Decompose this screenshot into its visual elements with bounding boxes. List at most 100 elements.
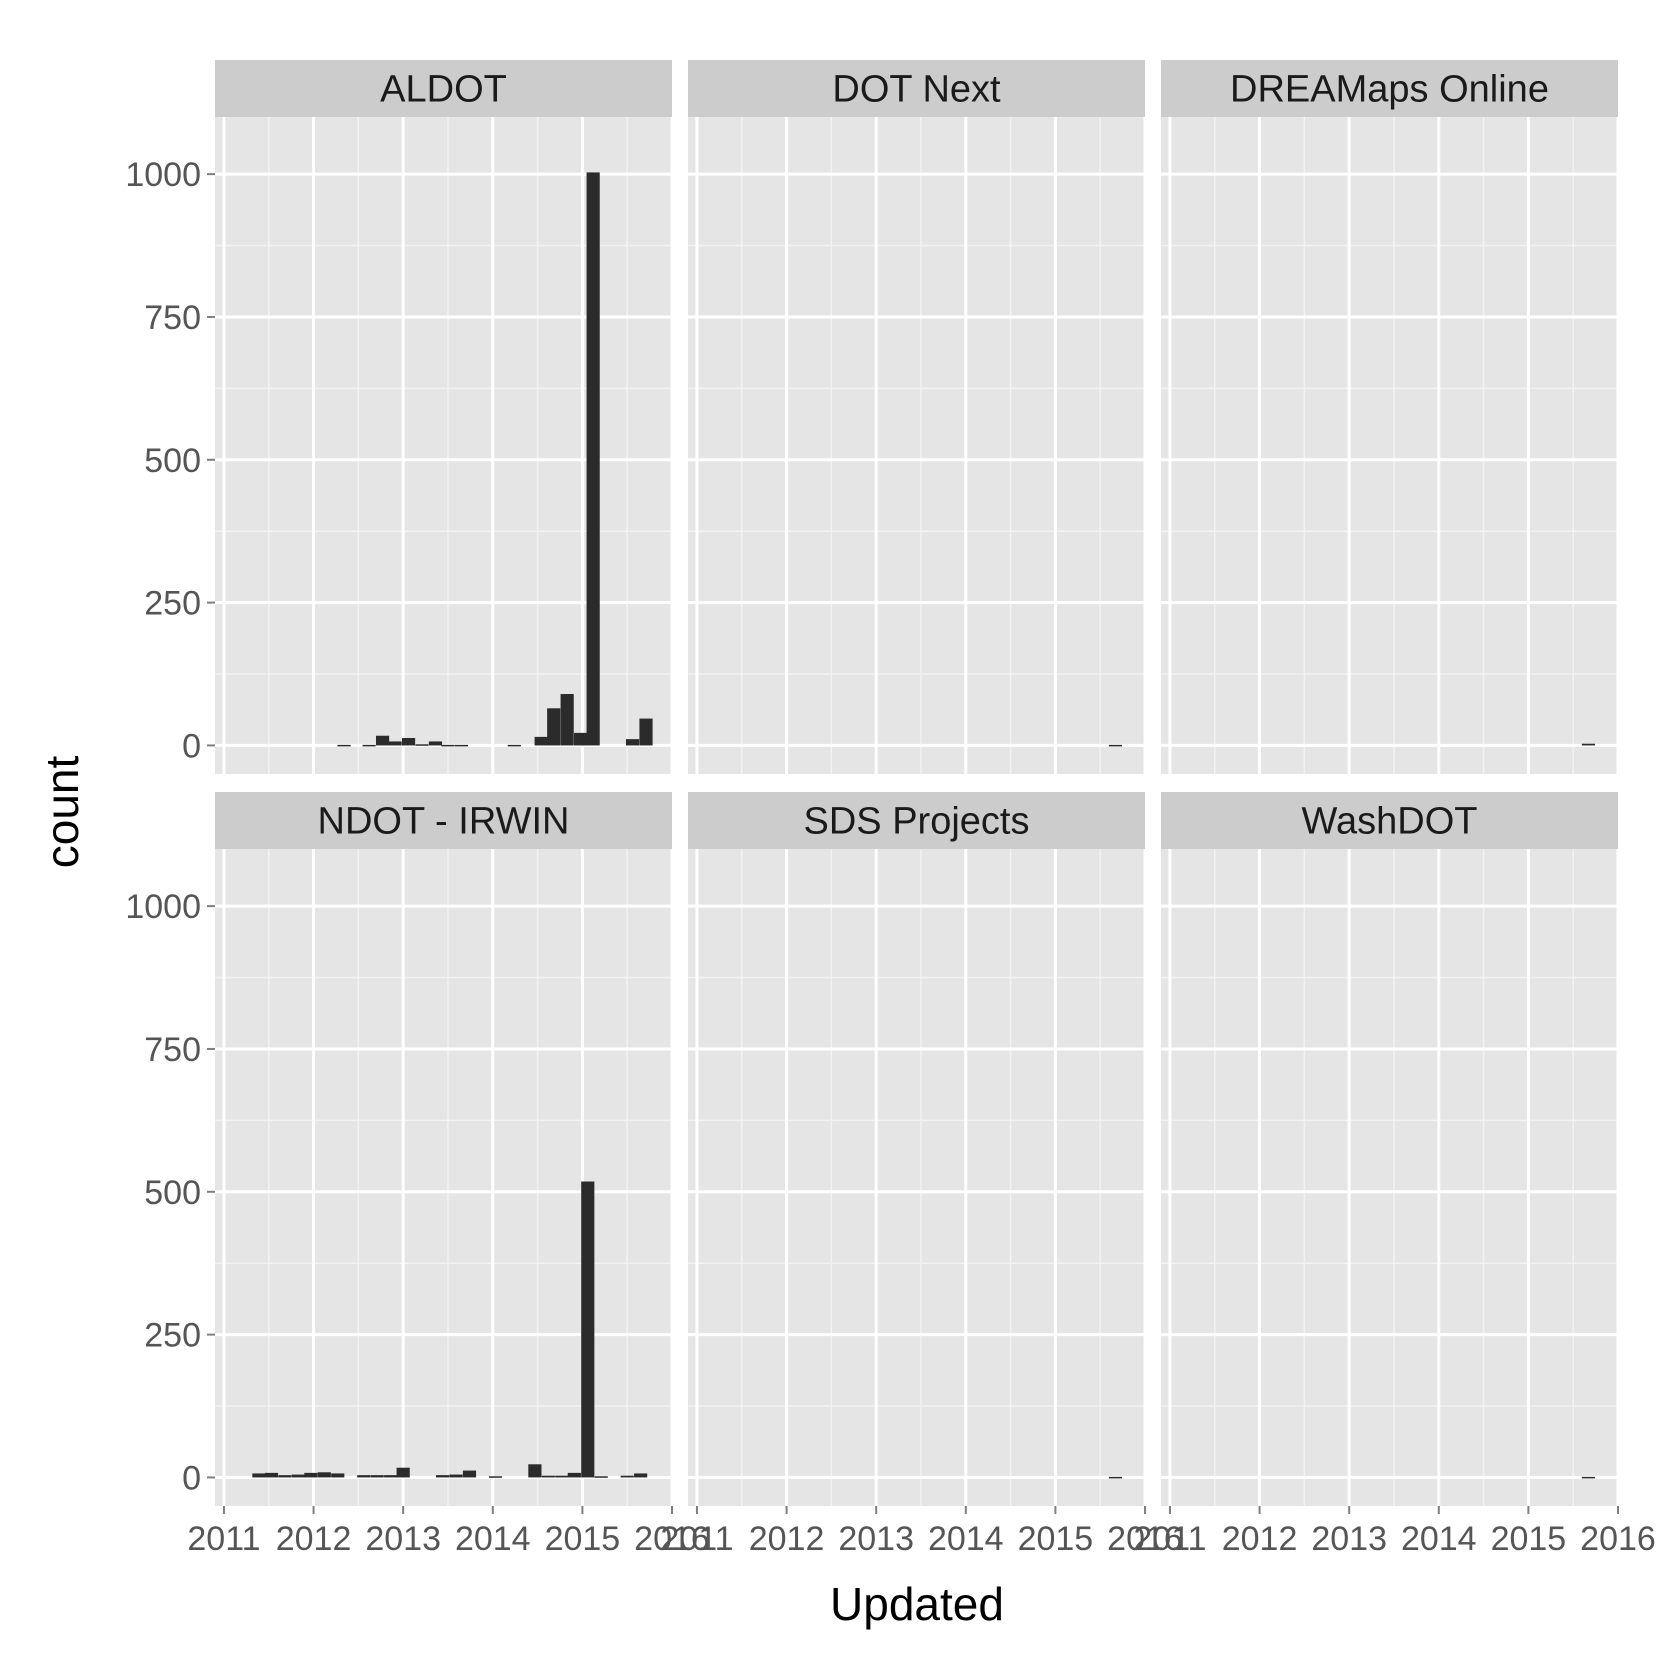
histogram-bar <box>581 1181 595 1478</box>
panel-background <box>1161 849 1618 1506</box>
histogram-bar <box>1581 1476 1596 1479</box>
facet-strip-label: NDOT - IRWIN <box>318 801 570 843</box>
facet-strip <box>1161 60 1618 117</box>
y-tick-label: 0 <box>182 727 201 765</box>
x-tick-label: 2013 <box>365 1520 441 1558</box>
y-tick-label: 500 <box>144 442 201 480</box>
y-axis-title: count <box>36 756 88 869</box>
histogram-bar <box>304 1472 318 1478</box>
histogram-bar <box>362 744 376 747</box>
facet-strip <box>215 60 672 117</box>
x-tick-label: 2013 <box>1311 1520 1387 1558</box>
histogram-bar <box>634 1473 648 1478</box>
histogram-bar <box>528 1464 542 1478</box>
facet-strip <box>215 792 672 849</box>
histogram-bar <box>396 1467 410 1478</box>
facet-panels: ALDOT DOT Next DREAMaps Online NDOT - IRWIN… <box>215 60 1620 1506</box>
facet-strip <box>688 60 1145 117</box>
panel-background <box>215 117 672 774</box>
facet-strip <box>1161 792 1618 849</box>
facet-strip-label: SDS Projects <box>804 801 1030 843</box>
histogram-bar <box>375 735 390 746</box>
histogram-bar <box>252 1473 266 1478</box>
histogram-bar <box>555 1475 569 1478</box>
x-tick-label: 2016 <box>634 1520 710 1558</box>
panel-background <box>688 849 1145 1506</box>
histogram-bar <box>388 741 402 746</box>
facet-strip-label: WashDOT <box>1302 801 1478 843</box>
x-tick-label: 2015 <box>1491 1520 1567 1558</box>
y-tick-label: 0 <box>182 1459 201 1497</box>
facet-strip-label: ALDOT <box>380 69 507 111</box>
x-tick-label: 2011 <box>660 1520 733 1558</box>
facet-strip <box>688 792 1145 849</box>
histogram-bar <box>541 1475 555 1478</box>
histogram-bar <box>594 1476 608 1478</box>
x-tick-label: 2016 <box>1580 1520 1656 1558</box>
histogram-bar <box>574 732 588 746</box>
panel-background <box>1161 117 1618 774</box>
histogram-bar <box>428 741 443 746</box>
histogram-bar <box>401 738 416 746</box>
histogram-bar <box>449 1474 463 1478</box>
histogram-bar <box>454 744 469 747</box>
facet-panel-washdot: WashDOT <box>1161 792 1620 1506</box>
x-tick-label: 2014 <box>928 1520 1004 1558</box>
histogram-bar <box>264 1472 279 1478</box>
x-tick-label: 2016 <box>1107 1520 1183 1558</box>
y-tick-label: 750 <box>144 299 201 337</box>
x-tick-label: 2015 <box>545 1520 621 1558</box>
y-tick-label: 1000 <box>125 888 201 926</box>
x-tick-label: 2015 <box>1018 1520 1094 1558</box>
facet-strip-label: DREAMaps Online <box>1230 69 1549 111</box>
facet-strip-label: DOT Next <box>832 69 1001 111</box>
facet-panel-sds-projects: SDS Projects <box>688 792 1147 1506</box>
histogram-bar <box>560 694 574 746</box>
histogram-bar <box>625 739 640 746</box>
histogram-bar <box>507 744 521 747</box>
histogram-bar <box>415 744 429 746</box>
histogram-bar <box>337 744 351 747</box>
histogram-bar <box>436 1475 450 1478</box>
panel-background <box>215 849 672 1506</box>
histogram-bar <box>1581 743 1596 746</box>
histogram-bar <box>488 1476 503 1478</box>
x-tick-label: 2011 <box>1133 1520 1206 1558</box>
y-tick-label: 1000 <box>125 156 201 194</box>
histogram-bar <box>331 1473 345 1478</box>
x-tick-label: 2014 <box>1401 1520 1477 1558</box>
histogram-bar <box>567 1472 581 1478</box>
y-axes: 0 250 500 750 1000 0 250 500 750 1000 <box>125 156 215 1497</box>
histogram-bar <box>547 708 561 746</box>
histogram-bar <box>620 1475 634 1478</box>
facet-panel-ndot-irwin: NDOT - IRWIN <box>215 792 674 1506</box>
y-tick-label: 750 <box>144 1031 201 1069</box>
x-tick-label: 2011 <box>187 1520 260 1558</box>
histogram-bar <box>586 172 600 746</box>
x-tick-label: 2012 <box>276 1520 352 1558</box>
histogram-bar <box>370 1475 384 1478</box>
x-tick-label: 2013 <box>838 1520 914 1558</box>
y-tick-label: 250 <box>144 1317 201 1355</box>
panel-background <box>688 117 1145 774</box>
x-axis-title: Updated <box>830 1578 1004 1630</box>
y-tick-label: 500 <box>144 1174 201 1212</box>
x-tick-label: 2014 <box>455 1520 531 1558</box>
histogram-bar <box>534 736 548 746</box>
facet-panel-dreamaps-online: DREAMaps Online <box>1161 60 1620 774</box>
histogram-bar <box>639 718 653 746</box>
histogram-bar <box>1108 1476 1123 1479</box>
x-tick-label: 2012 <box>1222 1520 1298 1558</box>
histogram-bar <box>278 1475 292 1478</box>
histogram-bar <box>1108 744 1123 747</box>
histogram-bar <box>462 1470 477 1478</box>
y-tick-label: 250 <box>144 585 201 623</box>
histogram-bar <box>384 1475 398 1478</box>
histogram-bar <box>291 1474 305 1478</box>
facet-panel-dot-next: DOT Next <box>688 60 1147 774</box>
histogram-bar <box>317 1472 331 1478</box>
facet-panel-aldot: ALDOT <box>215 60 674 774</box>
histogram-bar <box>357 1475 371 1478</box>
